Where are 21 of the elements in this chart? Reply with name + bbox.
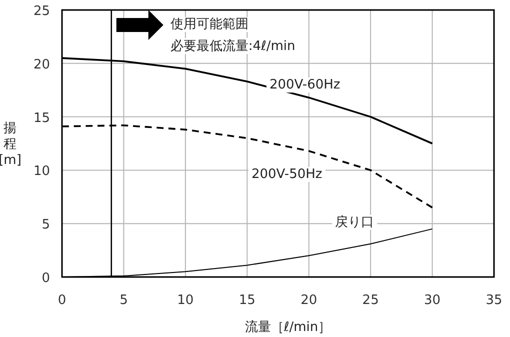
x-tick-label: 5 <box>120 293 128 308</box>
x-axis-title: 流量［ℓ/min］ <box>244 319 332 335</box>
annotation: 使用可能範囲 <box>170 17 248 32</box>
y-tick-label: 25 <box>33 4 50 19</box>
x-tick-label: 30 <box>424 293 441 308</box>
x-tick-label: 25 <box>362 293 379 308</box>
x-tick-label: 35 <box>486 293 502 308</box>
y-tick-label: 5 <box>42 218 50 233</box>
series-label: 200V-60Hz <box>269 78 340 93</box>
x-tick-label: 0 <box>58 293 66 308</box>
y-tick-label: 10 <box>33 164 50 180</box>
y-tick-label: 15 <box>33 110 50 126</box>
series-label: 戻り口 <box>335 214 374 230</box>
y-tick-label: 20 <box>33 57 50 72</box>
y-tick-label: 0 <box>42 271 50 286</box>
x-tick-label: 20 <box>300 293 318 308</box>
series-label: 200V-50Hz <box>251 166 322 182</box>
x-tick-label: 15 <box>238 293 256 308</box>
y-axis-title: 揚程[m] <box>0 121 22 168</box>
x-tick-label: 10 <box>177 293 194 308</box>
annotation: 必要最低流量:4ℓ/min <box>170 38 296 54</box>
